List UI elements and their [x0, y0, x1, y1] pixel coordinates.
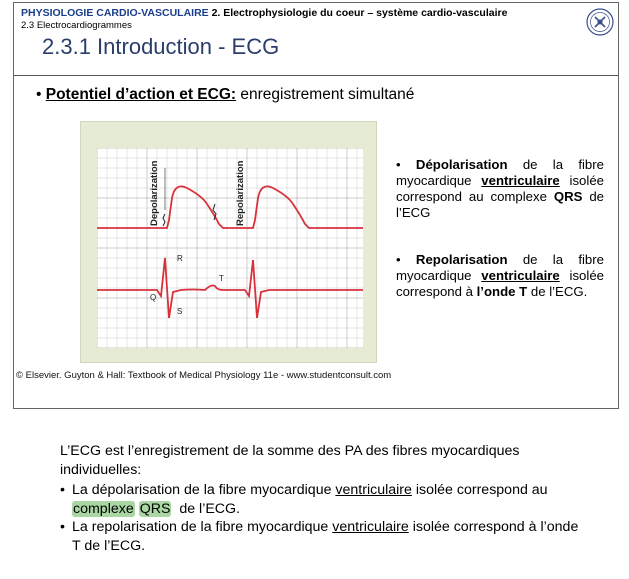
- wave-q-label: Q: [150, 293, 156, 302]
- main-bullet-text: enregistrement simultané: [236, 86, 415, 103]
- bullet-dot: •: [60, 519, 65, 535]
- term-depolarisation: Dépolarisation: [415, 157, 508, 172]
- main-bullet: • Potentiel d’action et ECG: enregistrem…: [36, 86, 414, 104]
- highlight-qrs: QRS: [138, 500, 172, 517]
- section-name: 2.3 Electrocardiogrammes: [21, 20, 132, 31]
- repolarization-marker: [212, 203, 217, 221]
- term-qrs: QRS: [553, 189, 583, 204]
- bullet-dot: •: [396, 252, 416, 267]
- slide-title: 2.3.1 Introduction - ECG: [42, 34, 280, 59]
- ecg-chart: Depolarization Repolarization R Q S T: [96, 147, 363, 349]
- course-name: PHYSIOLOGIE CARDIO-VASCULAIRE: [21, 7, 209, 19]
- wave-r-label: R: [177, 254, 183, 263]
- text-span: La repolarisation de la fibre myocardiqu…: [72, 519, 333, 535]
- ecg-trace: [97, 257, 363, 319]
- bullet-dot: •: [60, 482, 65, 498]
- text-span: de l’ECG: [396, 189, 604, 220]
- bullet-dot: •: [36, 86, 46, 103]
- text-span: de la fibre myocardique: [396, 157, 604, 188]
- term-ventriculaire: ventriculaire: [481, 268, 560, 283]
- side-bullet-repolarisation: • Repolarisation de la fibre myocardique…: [396, 252, 604, 300]
- word-ventriculaire: ventriculaire: [335, 482, 412, 498]
- bullet-dot: •: [396, 157, 416, 172]
- action-potential-trace: [97, 185, 363, 229]
- slide: PHYSIOLOGIE CARDIO-VASCULAIRE 2. Electro…: [13, 2, 619, 409]
- term-onde-t: l’onde T: [476, 284, 528, 299]
- text-span: isolée correspond au complexe: [396, 173, 604, 204]
- depolarization-marker: [162, 168, 166, 227]
- ecg-grid-area: Depolarization Repolarization R Q S T: [96, 147, 363, 349]
- side-bullet-depolarisation: • Dépolarisation de la fibre myocardique…: [396, 157, 604, 221]
- text-span: de l’ECG.: [527, 284, 588, 299]
- university-seal-icon: [586, 8, 614, 36]
- gridlines: [96, 147, 363, 349]
- text-span: de l’ECG.: [171, 500, 241, 517]
- term-ventriculaire: ventriculaire: [481, 173, 560, 188]
- text-span: isolée correspond au: [411, 482, 548, 498]
- wave-t-label: T: [219, 274, 224, 283]
- slide-header: PHYSIOLOGIE CARDIO-VASCULAIRE 2. Electro…: [21, 7, 507, 19]
- notes-item-repolarisation: • La repolarisation de la fibre myocardi…: [60, 518, 590, 555]
- text-span: isolée correspond à l’onde T de l’ECG.: [72, 519, 579, 554]
- figure-credit: © Elsevier. Guyton & Hall: Textbook of M…: [16, 370, 392, 381]
- text-span: isolée correspond à: [396, 268, 604, 299]
- notes-section: L’ECG est l’enregistrement de la somme d…: [60, 442, 590, 555]
- main-bullet-bold: Potentiel d’action et ECG:: [45, 86, 237, 103]
- text-span: de la fibre myocardique: [396, 252, 604, 283]
- highlight-complexe: complexe: [72, 500, 135, 517]
- chapter-name: 2. Electrophysiologie du coeur – système…: [211, 7, 508, 19]
- term-repolarisation: Repolarisation: [415, 252, 508, 267]
- text-span: La dépolarisation de la fibre myocardiqu…: [72, 482, 336, 498]
- repolarization-label: Repolarization: [235, 160, 246, 226]
- title-divider: [14, 75, 618, 76]
- wave-s-label: S: [177, 307, 182, 316]
- ecg-figure: Depolarization Repolarization R Q S T: [80, 121, 377, 363]
- word-ventriculaire: ventriculaire: [332, 519, 409, 535]
- notes-item-depolarisation: • La dépolarisation de la fibre myocardi…: [60, 481, 590, 518]
- notes-intro: L’ECG est l’enregistrement de la somme d…: [60, 443, 520, 478]
- depolarization-label: Depolarization: [149, 160, 160, 226]
